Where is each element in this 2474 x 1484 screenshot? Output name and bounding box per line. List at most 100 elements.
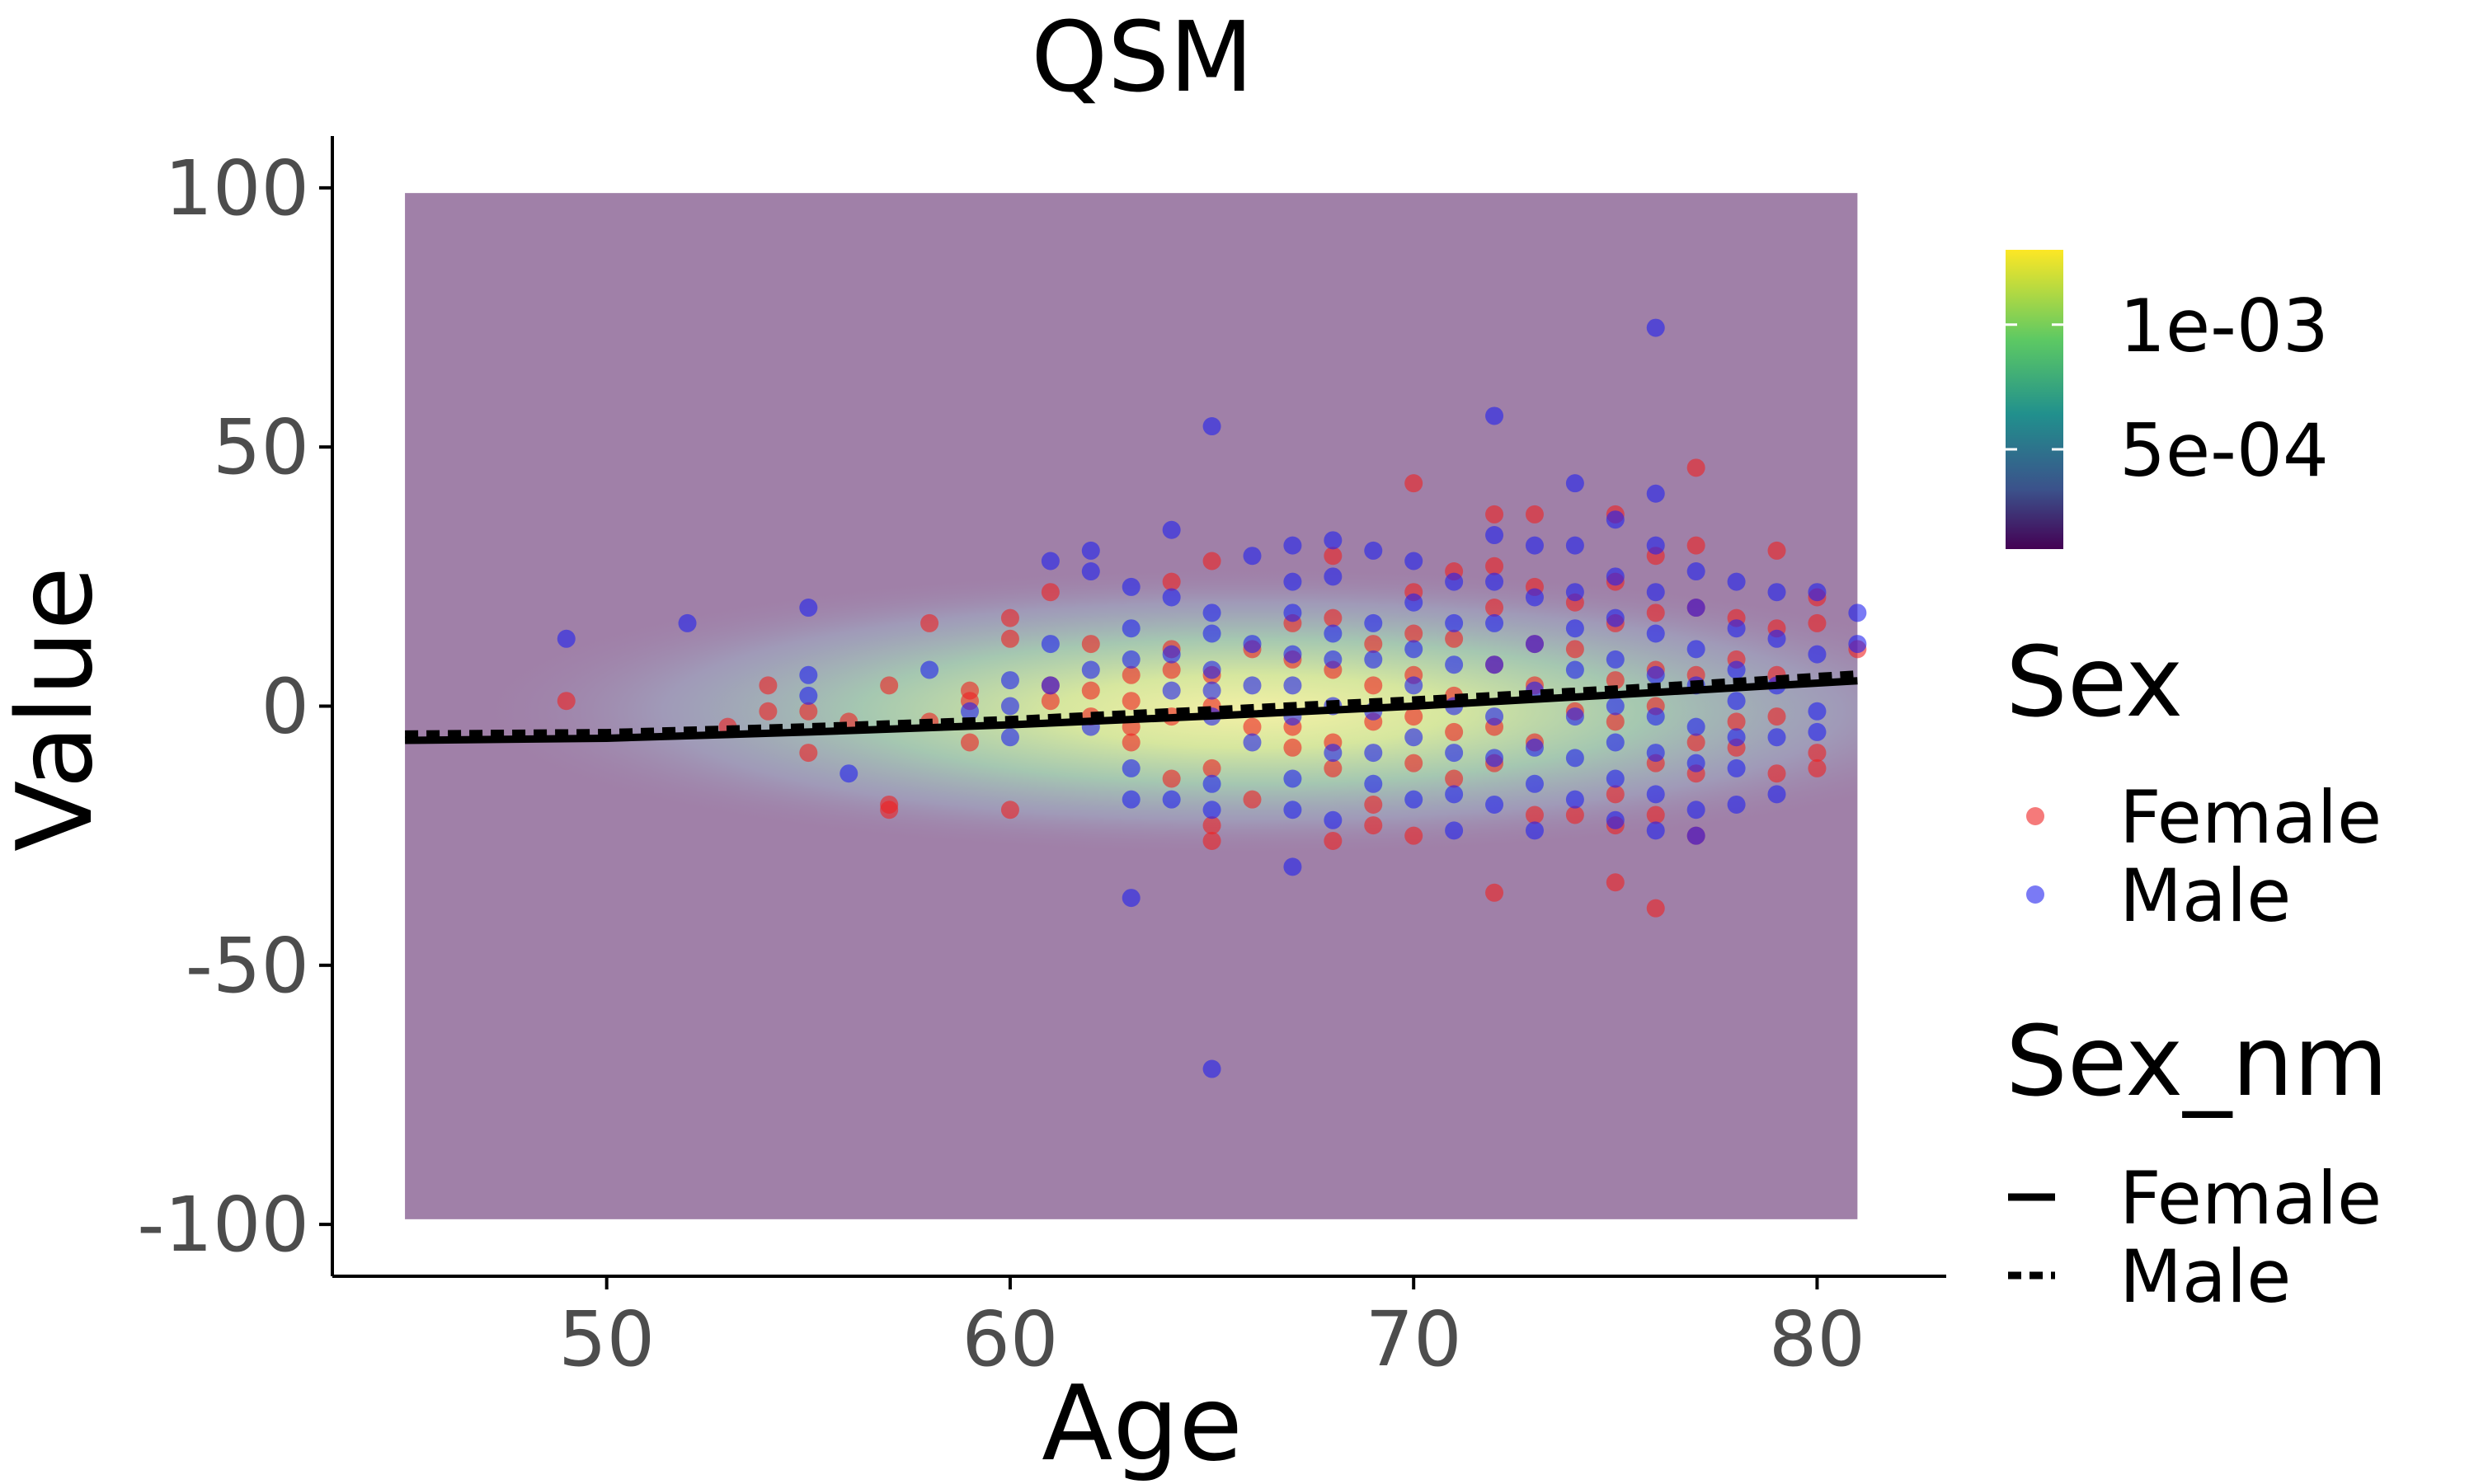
male-point — [1364, 541, 1383, 560]
female-point — [759, 676, 778, 695]
male-point — [1646, 821, 1665, 840]
male-point — [1202, 681, 1221, 700]
female-point — [1202, 758, 1221, 777]
colorbar — [2006, 250, 2063, 549]
female-point — [1686, 536, 1705, 555]
male-point — [1324, 624, 1343, 643]
female-point — [1485, 505, 1504, 524]
x-tick-label: 60 — [962, 1295, 1058, 1383]
male-point — [1162, 681, 1181, 700]
male-point — [1767, 728, 1786, 747]
female-point — [1565, 640, 1584, 659]
male-point — [1646, 583, 1665, 602]
colorbar-legend: 5e-04 1e-03 — [2006, 250, 2329, 549]
male-point — [1404, 640, 1423, 659]
male-point — [1808, 583, 1827, 602]
male-point — [1686, 754, 1705, 773]
male-point — [799, 665, 818, 684]
female-point — [1364, 676, 1383, 695]
male-point — [1565, 583, 1584, 602]
male-point — [1606, 567, 1625, 586]
male-point — [1606, 769, 1625, 788]
female-point — [1000, 608, 1019, 627]
female-point — [1686, 733, 1705, 752]
male-point — [1808, 722, 1827, 741]
male-point — [1283, 572, 1302, 591]
female-point — [880, 676, 899, 695]
female-point — [1525, 805, 1544, 824]
male-point — [1525, 821, 1544, 840]
male-point — [1081, 562, 1100, 581]
male-point — [1445, 655, 1464, 674]
female-point — [1243, 790, 1262, 809]
male-point — [1686, 562, 1705, 581]
x-tick-label: 80 — [1769, 1295, 1865, 1383]
female-point — [1324, 758, 1343, 777]
male-point — [1404, 552, 1423, 571]
male-point — [1041, 635, 1060, 654]
male-point — [1202, 417, 1221, 436]
male-point — [1041, 552, 1060, 571]
legend-female-label: Female — [2119, 775, 2382, 860]
male-point — [1646, 484, 1665, 503]
male-point — [678, 613, 697, 632]
female-point — [1606, 712, 1625, 731]
legend-male-line-label: Male — [2119, 1234, 2291, 1319]
male-point — [1525, 738, 1544, 757]
male-point — [1283, 769, 1302, 788]
male-point — [1565, 749, 1584, 768]
male-point — [1081, 660, 1100, 679]
male-point — [1606, 608, 1625, 627]
male-point — [1727, 619, 1746, 638]
female-point — [1404, 754, 1423, 773]
y-tick-label: 100 — [164, 144, 309, 232]
male-point — [1324, 531, 1343, 550]
female-point — [1324, 608, 1343, 627]
male-point — [557, 629, 576, 648]
male-point — [1525, 774, 1544, 793]
male-point — [1646, 536, 1665, 555]
male-point — [1404, 593, 1423, 612]
female-point — [1162, 769, 1181, 788]
female-point — [799, 702, 818, 721]
male-point — [1364, 613, 1383, 632]
male-point — [920, 660, 939, 679]
female-point — [1485, 556, 1504, 575]
female-point — [880, 801, 899, 819]
female-point — [1202, 816, 1221, 835]
male-point — [1243, 676, 1262, 695]
female-point — [961, 733, 980, 752]
male-point — [1122, 790, 1141, 809]
male-point — [1727, 572, 1746, 591]
female-fit-line — [405, 677, 1858, 744]
male-point — [1606, 733, 1625, 752]
male-point — [1565, 790, 1584, 809]
male-point — [1686, 599, 1705, 618]
male-point — [1283, 603, 1302, 622]
male-point — [1445, 744, 1464, 763]
male-point — [1122, 889, 1141, 908]
fit-lines-layer — [405, 670, 1858, 744]
female-point — [1404, 474, 1423, 493]
male-point — [799, 599, 818, 618]
female-point — [1646, 603, 1665, 622]
male-point — [1848, 635, 1867, 654]
y-axis-title: Value — [0, 566, 115, 852]
male-point — [1686, 801, 1705, 819]
female-point — [1767, 707, 1786, 726]
male-point — [1646, 707, 1665, 726]
x-tick-label: 50 — [558, 1295, 655, 1383]
female-point — [1202, 552, 1221, 571]
male-point — [1202, 774, 1221, 793]
male-point — [1727, 795, 1746, 814]
x-tick-label: 70 — [1366, 1295, 1462, 1383]
male-point — [1202, 1059, 1221, 1078]
female-point — [1081, 681, 1100, 700]
female-point — [1041, 692, 1060, 711]
male-point — [1565, 660, 1584, 679]
male-point — [1041, 676, 1060, 695]
female-point — [1364, 635, 1383, 654]
female-point — [759, 702, 778, 721]
male-point — [1324, 744, 1343, 763]
male-point — [1162, 588, 1181, 607]
